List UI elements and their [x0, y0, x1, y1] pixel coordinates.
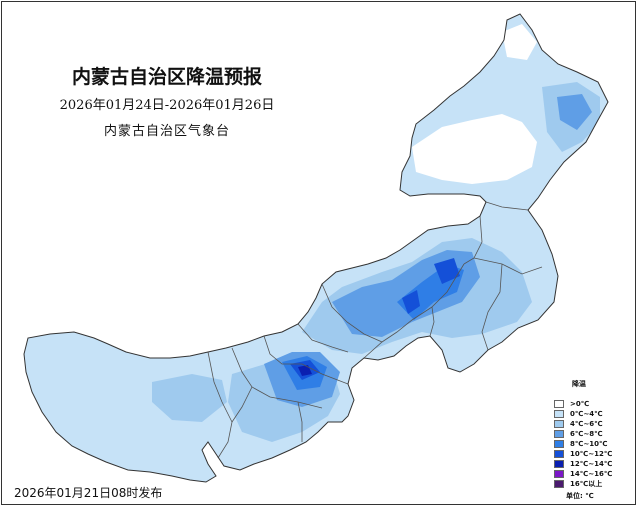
legend-swatch: [554, 480, 564, 488]
legend-item: 8℃~10℃: [554, 439, 632, 449]
legend-label: 16℃以上: [570, 480, 603, 488]
legend-label: 6℃~8℃: [570, 430, 603, 438]
legend-swatch: [554, 440, 564, 448]
legend-item: 12℃~14℃: [554, 459, 632, 469]
legend-swatch: [554, 430, 564, 438]
legend-swatch: [554, 410, 564, 418]
legend-item: 16℃以上: [554, 479, 632, 489]
legend-item: >0℃: [554, 399, 632, 409]
legend-label: 14℃~16℃: [570, 470, 613, 478]
legend-label: 4℃~6℃: [570, 420, 603, 428]
legend-swatch: [554, 420, 564, 428]
legend-title: 降温: [572, 380, 586, 388]
release-time: 2026年01月21日08时发布: [14, 486, 163, 500]
legend-unit: 单位: ℃: [566, 492, 594, 500]
legend-label: >0℃: [570, 400, 590, 408]
legend-item: 6℃~8℃: [554, 429, 632, 439]
legend-item: 4℃~6℃: [554, 419, 632, 429]
legend-item: 14℃~16℃: [554, 469, 632, 479]
legend: 降温 >0℃ 0℃~4℃ 4℃~6℃ 6℃~8℃ 8℃~10℃ 10℃~12℃ 12℃~14…: [554, 379, 632, 500]
date-range: 2026年01月24日-2026年01月26日: [59, 98, 275, 113]
legend-label: 0℃~4℃: [570, 410, 603, 418]
legend-swatch: [554, 460, 564, 468]
legend-swatch: [554, 470, 564, 478]
legend-label: 10℃~12℃: [570, 450, 613, 458]
legend-item: 10℃~12℃: [554, 449, 632, 459]
map-title: 内蒙古自治区降温预报: [71, 66, 262, 88]
legend-label: 12℃~14℃: [570, 460, 613, 468]
issuer: 内蒙古自治区气象台: [103, 124, 230, 139]
legend-label: 8℃~10℃: [570, 440, 608, 448]
legend-swatch: [554, 400, 564, 408]
legend-item: 0℃~4℃: [554, 409, 632, 419]
legend-swatch: [554, 450, 564, 458]
legend-items: >0℃ 0℃~4℃ 4℃~6℃ 6℃~8℃ 8℃~10℃ 10℃~12℃ 12℃~14℃ 14…: [554, 399, 632, 489]
